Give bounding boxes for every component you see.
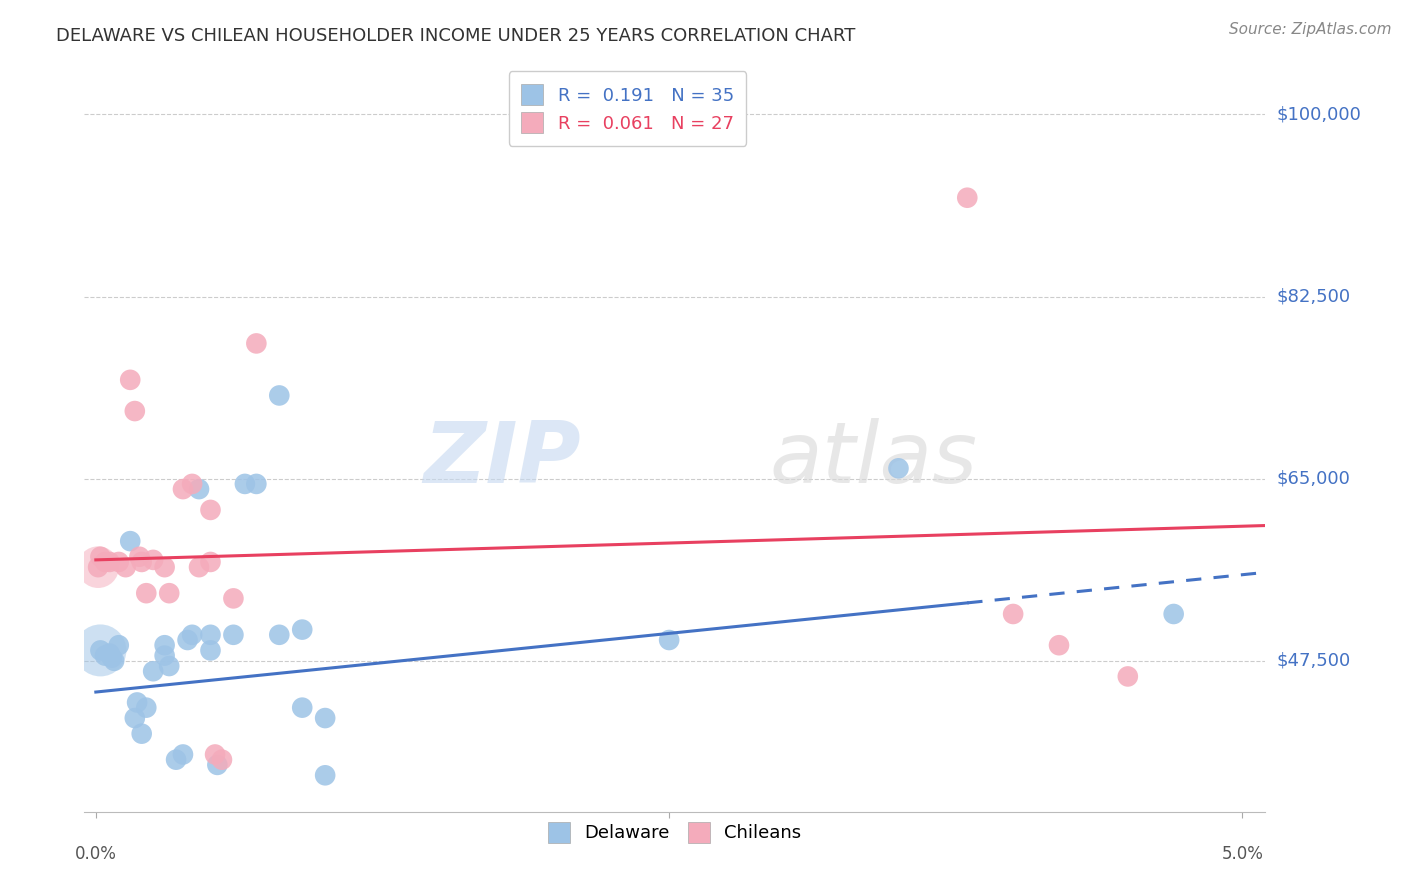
Point — [120, 373, 142, 387]
Point — [176, 633, 198, 648]
Point — [188, 560, 211, 574]
Text: atlas: atlas — [769, 418, 977, 501]
Point — [291, 623, 314, 637]
Point — [124, 404, 146, 418]
Point — [101, 650, 124, 665]
Point — [956, 191, 979, 205]
Point — [107, 638, 129, 652]
Point — [153, 560, 176, 574]
Point — [269, 388, 291, 402]
Point — [89, 643, 111, 657]
Point — [142, 553, 165, 567]
Point — [131, 555, 153, 569]
Point — [245, 336, 267, 351]
Point — [124, 711, 146, 725]
Point — [222, 628, 245, 642]
Point — [1163, 607, 1185, 621]
Point — [135, 586, 157, 600]
Point — [98, 647, 121, 661]
Point — [204, 747, 226, 762]
Point — [120, 534, 142, 549]
Point — [1116, 669, 1139, 683]
Point — [181, 476, 204, 491]
Point — [89, 549, 111, 564]
Point — [200, 643, 222, 657]
Point — [233, 476, 256, 491]
Point — [658, 633, 681, 648]
Point — [200, 628, 222, 642]
Text: Source: ZipAtlas.com: Source: ZipAtlas.com — [1229, 22, 1392, 37]
Point — [887, 461, 910, 475]
Point — [1002, 607, 1025, 621]
Point — [314, 711, 336, 725]
Point — [207, 758, 229, 772]
Point — [172, 482, 194, 496]
Point — [211, 753, 233, 767]
Point — [94, 648, 117, 663]
Point — [142, 664, 165, 679]
Point — [181, 628, 204, 642]
Text: $100,000: $100,000 — [1277, 105, 1361, 123]
Text: $82,500: $82,500 — [1277, 287, 1351, 306]
Text: $65,000: $65,000 — [1277, 470, 1350, 488]
Point — [87, 560, 110, 574]
Point — [200, 503, 222, 517]
Point — [157, 659, 180, 673]
Text: 0.0%: 0.0% — [75, 846, 117, 863]
Point — [94, 555, 117, 569]
Text: $47,500: $47,500 — [1277, 652, 1351, 670]
Point — [135, 700, 157, 714]
Point — [172, 747, 194, 762]
Point — [222, 591, 245, 606]
Point — [98, 555, 121, 569]
Point — [165, 753, 187, 767]
Text: DELAWARE VS CHILEAN HOUSEHOLDER INCOME UNDER 25 YEARS CORRELATION CHART: DELAWARE VS CHILEAN HOUSEHOLDER INCOME U… — [56, 27, 856, 45]
Point — [87, 560, 110, 574]
Point — [291, 700, 314, 714]
Point — [200, 555, 222, 569]
Point — [1047, 638, 1070, 652]
Point — [131, 726, 153, 740]
Point — [153, 638, 176, 652]
Point — [314, 768, 336, 782]
Point — [107, 555, 129, 569]
Point — [157, 586, 180, 600]
Point — [153, 648, 176, 663]
Point — [269, 628, 291, 642]
Point — [128, 549, 150, 564]
Text: 5.0%: 5.0% — [1222, 846, 1264, 863]
Text: ZIP: ZIP — [423, 418, 581, 501]
Point — [188, 482, 211, 496]
Point — [127, 696, 149, 710]
Point — [89, 643, 111, 657]
Point — [245, 476, 267, 491]
Legend: Delaware, Chileans: Delaware, Chileans — [536, 809, 814, 855]
Point — [114, 560, 136, 574]
Point — [103, 654, 125, 668]
